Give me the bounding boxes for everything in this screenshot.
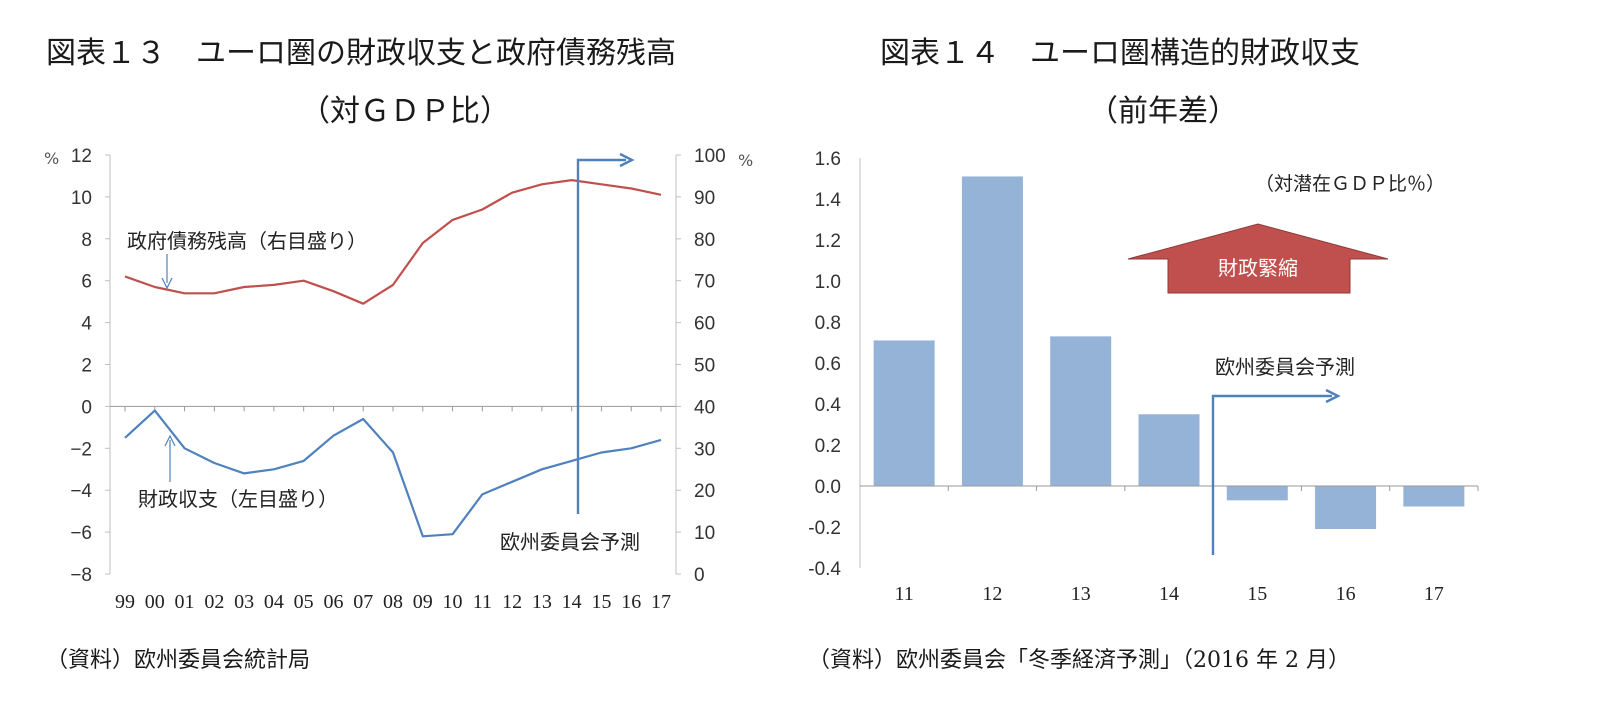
chart13-x-tick-label: 14 (562, 591, 582, 613)
chart13-right-tick-label: 100 (694, 146, 726, 167)
bar-12 (961, 176, 1023, 486)
austerity-arrow-label: 財政緊縮 (1218, 256, 1298, 280)
chart13-left-unit: % (44, 149, 59, 168)
chart13-right-tick-label: 20 (694, 481, 715, 502)
chart13-source: （資料）欧州委員会統計局 (46, 648, 311, 673)
bar-16 (1315, 486, 1377, 530)
chart14-title: 図表１４ ユーロ圏構造的財政収支 (880, 36, 1360, 71)
chart13-right-tick-label: 40 (694, 397, 715, 418)
bar-17 (1403, 486, 1465, 507)
chart14-source: （資料）欧州委員会「冬季経済予測」（2016 年 2 月） (808, 648, 1350, 673)
chart14-y-tick-label: 1.4 (815, 190, 842, 211)
chart13-title: 図表１３ ユーロ圏の財政収支と政府債務残高 (46, 36, 676, 71)
chart13-right-unit: % (738, 151, 753, 170)
chart13-x-tick-label: 01 (175, 591, 195, 613)
austerity-arrow (1127, 223, 1389, 294)
chart13-x-tick-label: 15 (591, 591, 611, 613)
chart13-x-tick-label: 00 (145, 591, 165, 613)
chart14-forecast-arrowhead (1325, 388, 1341, 404)
chart13-x-tick-label: 07 (353, 591, 373, 613)
chart13-x-tick-label: 05 (294, 591, 314, 613)
chart13-x-tick-label: 10 (443, 591, 463, 613)
chart13-x-tick-label: 13 (532, 591, 552, 613)
chart13-left-tick-label: 12 (71, 146, 92, 167)
chart13-right-tick-label: 10 (694, 523, 715, 544)
fiscal-balance-line (124, 409, 662, 538)
chart13-forecast-arrow (576, 158, 626, 514)
debt-series-label: 政府債務残高（右目盛り） (127, 229, 367, 253)
chart14-unit-note: （対潜在ＧＤＰ比％） (1255, 173, 1445, 195)
chart14-y-tick-label: 1.6 (815, 149, 841, 170)
chart14-x-tick-label: 12 (982, 583, 1002, 605)
balance-label-pointer-head (164, 434, 176, 447)
bar-13 (1050, 336, 1112, 486)
chart14-y-tick-label: 1.2 (815, 231, 841, 252)
chart14-y-tick-label: 0.2 (815, 436, 841, 457)
chart13-subtitle: （対ＧＤＰ比） (300, 94, 510, 129)
chart13-right-tick-label: 70 (694, 272, 715, 293)
bar-15 (1226, 486, 1288, 501)
chart13-left-tick-label: 10 (71, 188, 92, 209)
chart13-left-tick-label: 4 (81, 314, 92, 335)
chart13-right-tick-label: 60 (694, 314, 715, 335)
chart13-x-tick-label: 16 (621, 591, 641, 613)
chart13-right-tick-label: 50 (694, 356, 715, 377)
chart14-forecast-label: 欧州委員会予測 (1215, 355, 1355, 379)
chart14-x-tick-label: 17 (1424, 583, 1444, 605)
chart14-x-tick-label: 13 (1071, 583, 1091, 605)
chart13-left-tick-label: 2 (81, 356, 92, 377)
chart14-y-tick-label: 0.4 (815, 395, 842, 416)
bar-11 (873, 340, 935, 486)
chart13-x-tick-label: 12 (502, 591, 522, 613)
chart13-x-tick-label: 02 (204, 591, 224, 613)
chart13-left-tick-label: −2 (70, 439, 92, 460)
chart13-x-tick-label: 99 (115, 591, 135, 613)
chart14-y-tick-label: 1.0 (815, 272, 841, 293)
chart13-x-tick-label: 03 (234, 591, 254, 613)
chart14-subtitle: （前年差） (1088, 94, 1238, 129)
chart13-right-tick-label: 80 (694, 230, 715, 251)
chart14-y-tick-label: 0.6 (815, 354, 841, 375)
chart14-y-tick-label: 0.0 (815, 477, 841, 498)
chart13-left-tick-label: −6 (70, 523, 92, 544)
chart13-x-tick-label: 09 (413, 591, 433, 613)
chart14-y-tick-label: -0.4 (808, 559, 841, 580)
chart13-right-tick-label: 0 (694, 565, 705, 586)
chart13-x-tick-label: 04 (264, 591, 284, 613)
chart13-left-tick-label: 6 (81, 272, 92, 293)
chart14-forecast-arrow (1211, 394, 1332, 555)
chart14-x-tick-label: 14 (1159, 583, 1179, 605)
chart13-forecast-arrowhead (619, 152, 635, 168)
chart14-x-tick-label: 11 (895, 583, 914, 605)
chart13-left-tick-label: −4 (70, 481, 92, 502)
chart14-y-tick-label: 0.8 (815, 313, 841, 334)
chart13-x-tick-label: 11 (473, 591, 492, 613)
chart13-left-tick-label: 8 (81, 230, 92, 251)
chart14-x-tick-label: 16 (1336, 583, 1356, 605)
balance-series-label: 財政収支（左目盛り） (138, 487, 338, 511)
chart13-left-tick-label: −8 (70, 565, 92, 586)
chart14-x-tick-label: 15 (1247, 583, 1267, 605)
debt-label-pointer-head (161, 277, 173, 290)
chart13-x-tick-label: 17 (651, 591, 671, 613)
chart13-x-tick-label: 06 (323, 591, 343, 613)
chart13-x-tick-label: 08 (383, 591, 403, 613)
chart13-forecast-label: 欧州委員会予測 (500, 530, 640, 554)
chart14-y-tick-label: -0.2 (808, 518, 841, 539)
chart13-right-tick-label: 30 (694, 439, 715, 460)
chart13-left-tick-label: 0 (81, 397, 92, 418)
bar-14 (1138, 414, 1200, 486)
chart13-right-tick-label: 90 (694, 188, 715, 209)
